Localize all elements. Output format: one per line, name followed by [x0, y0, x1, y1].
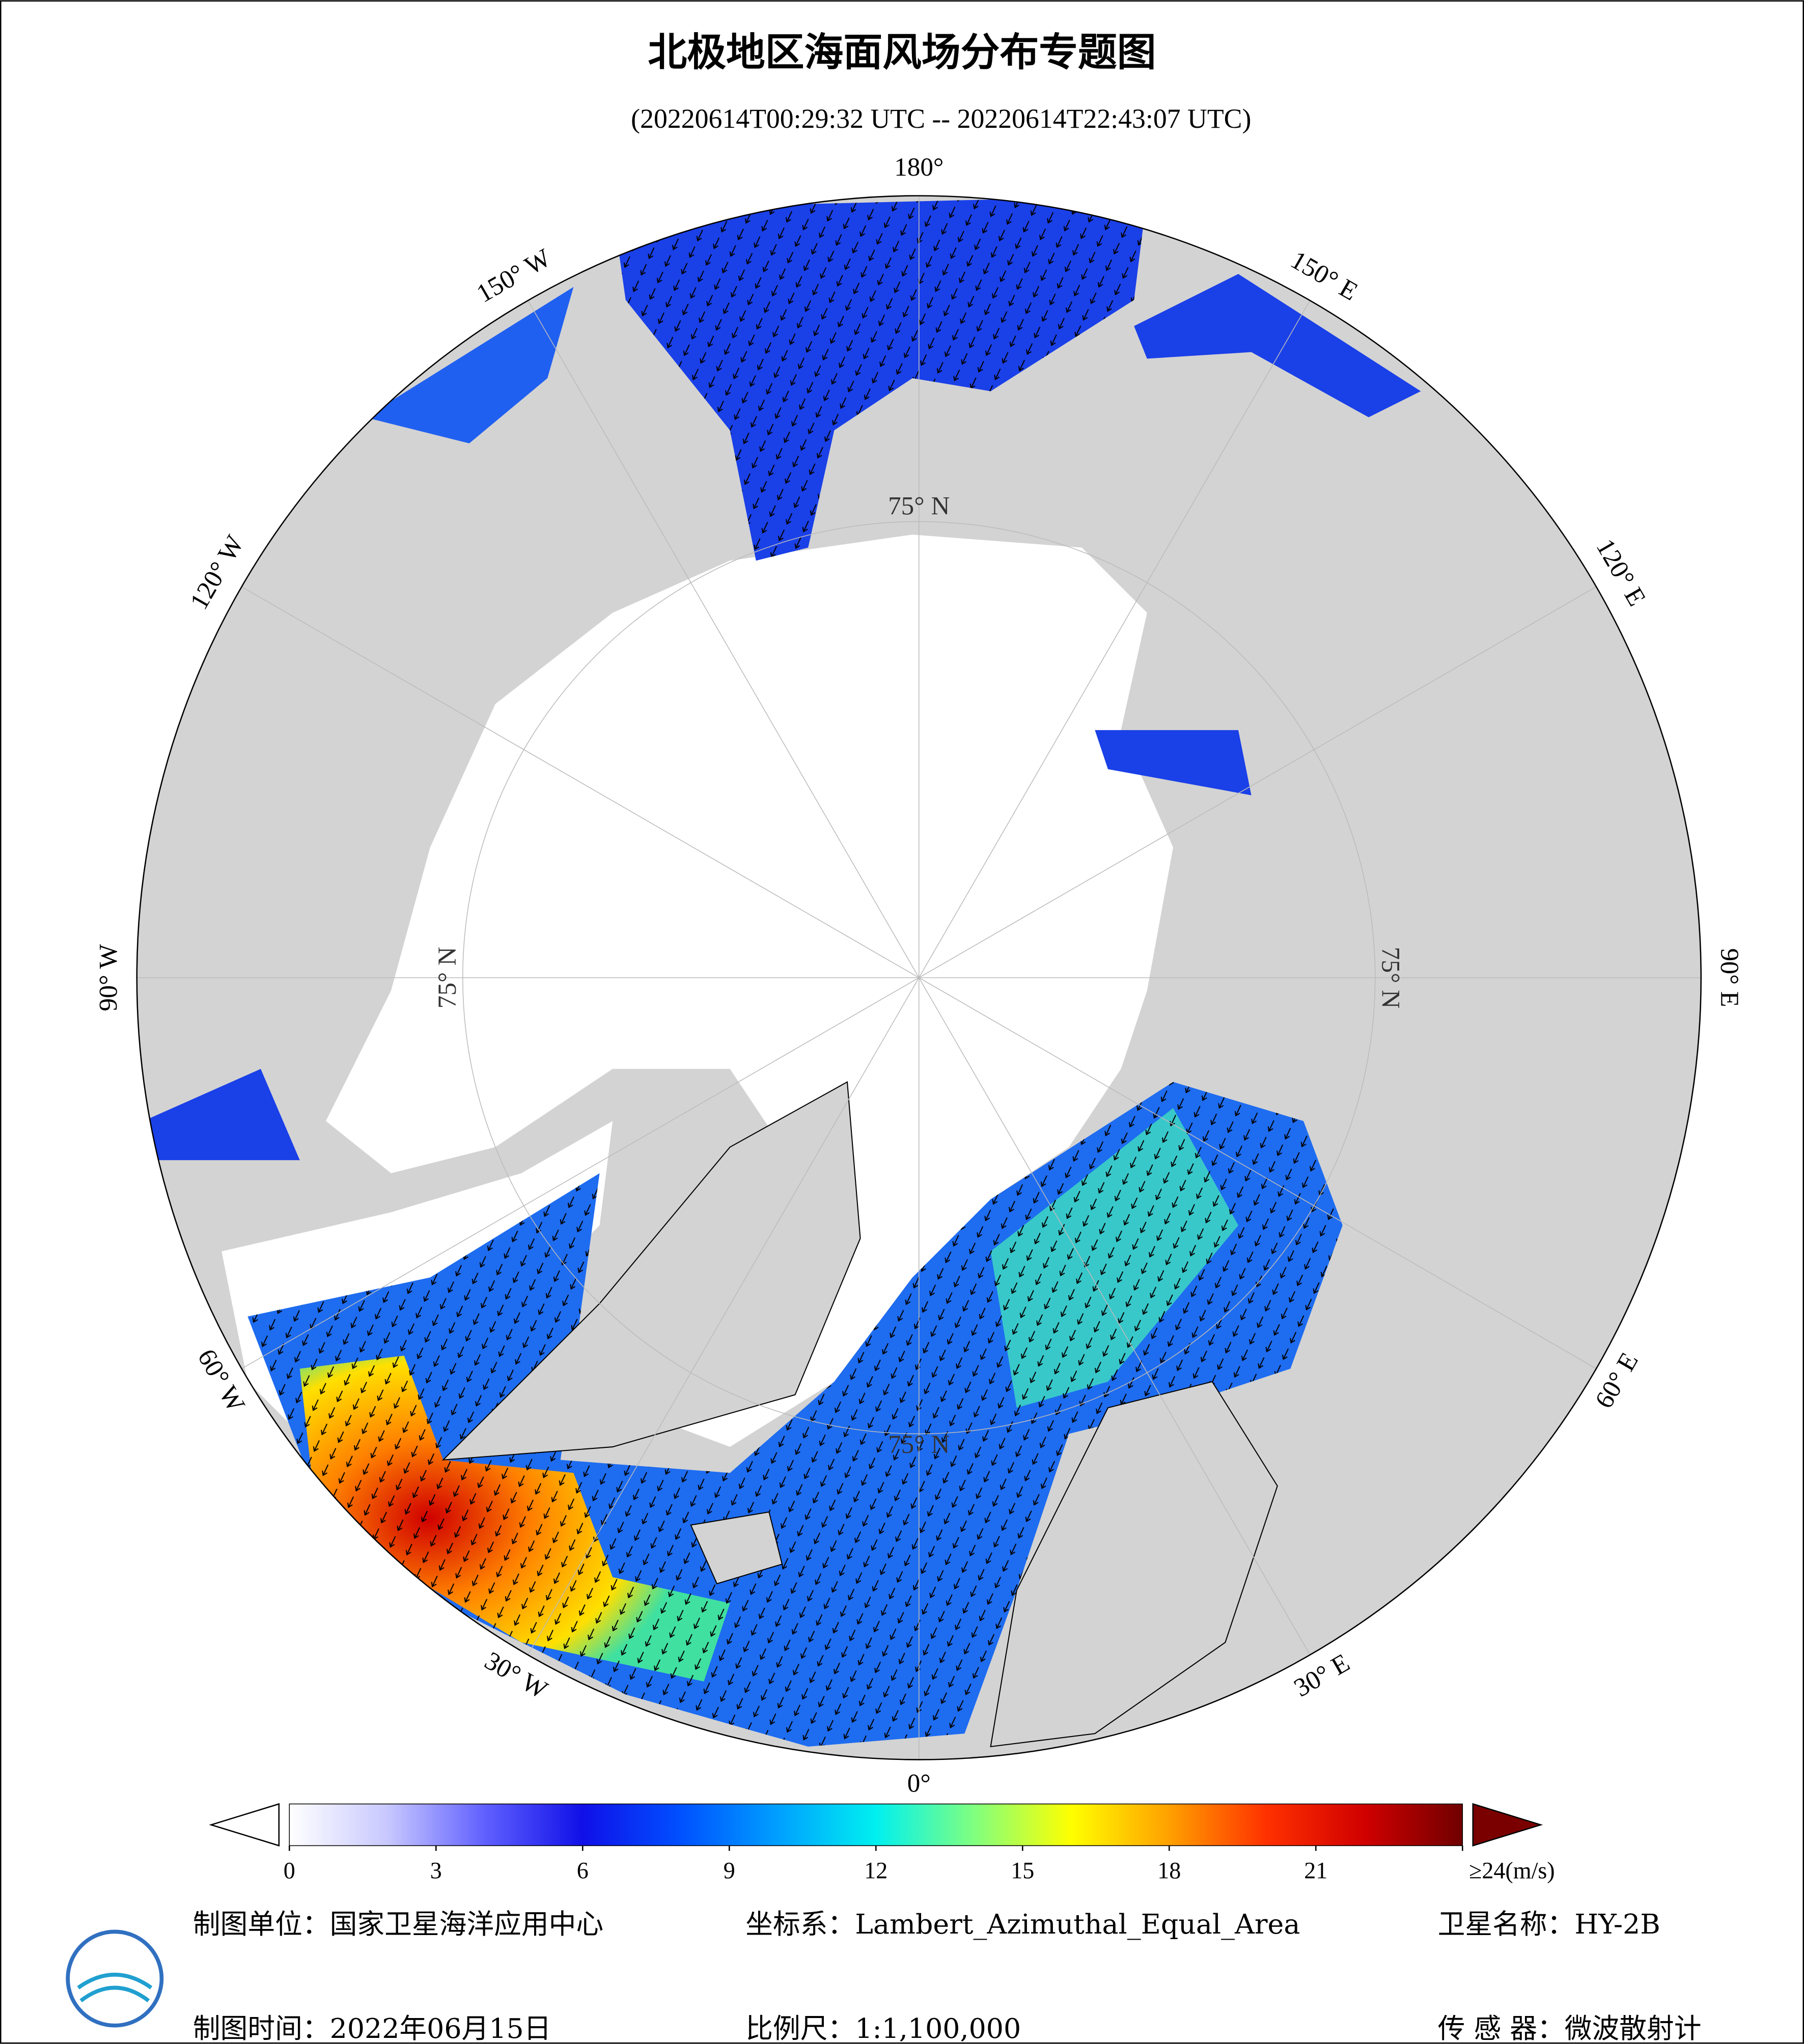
logo-waves [77, 1973, 153, 2003]
footer-satellite: 卫星名称：HY-2B [1438, 1908, 1660, 1940]
footer: 制图单位：国家卫星海洋应用中心 坐标系：Lambert_Azimuthal_Eq… [66, 1908, 1702, 2044]
longitude-label: 90° W [94, 944, 123, 1012]
wind-alaska [365, 287, 574, 443]
arctic-ocean [325, 535, 1173, 1447]
wind-okhotsk [1134, 274, 1421, 417]
meridian [919, 977, 1324, 1678]
latitude-label: 75° N [433, 947, 462, 1009]
subtitle: (20220614T00:29:32 UTC -- 20220614T22:43… [631, 103, 1251, 134]
colorbar-under [209, 1803, 280, 1847]
graticule [136, 195, 1701, 1760]
greenland [441, 1081, 861, 1461]
meridian [919, 573, 1619, 978]
meridian [514, 977, 920, 1678]
colorbar: 0 3 6 9 12 15 18 21 ≥24(m/s) [209, 1803, 1555, 1884]
footer-date: 制图时间：2022年06月15日 [193, 2012, 551, 2044]
colorbar-ramp [289, 1803, 1463, 1846]
wind-arrows [247, 1082, 1343, 1747]
colorbar-tick-label: 0 [284, 1858, 295, 1884]
wind-laptev [1095, 730, 1252, 796]
wind-arrows [613, 195, 1147, 561]
colorbar-tick-label: 21 [1304, 1858, 1327, 1884]
footer-crs: 坐标系：Lambert_Azimuthal_Equal_Area [745, 1908, 1300, 1940]
meridian [514, 277, 920, 978]
map-border [136, 195, 1702, 1760]
iceland [690, 1511, 783, 1585]
colorbar-tick-label: 3 [430, 1858, 442, 1884]
footer-scale: 比例尺：1:1,100,000 [745, 2012, 1021, 2044]
colorbar-over [1472, 1803, 1543, 1847]
scandinavia [990, 1381, 1278, 1748]
colorbar-tick-label: 9 [724, 1858, 735, 1884]
meridian [218, 977, 920, 1382]
map [136, 195, 1701, 1760]
title: 北极地区海面风场分布专题图 [648, 30, 1156, 75]
wind-hudson [143, 1069, 300, 1160]
latitude-label: 75° N [888, 492, 950, 521]
logo [66, 1929, 164, 2028]
longitude-label: 90° E [1715, 948, 1744, 1007]
colorbar-tick-label: 15 [1011, 1858, 1034, 1884]
meridian [919, 977, 1619, 1382]
latitude-label: 75° N [1376, 947, 1405, 1009]
meridian [919, 277, 1324, 978]
colorbar-tick-label: 12 [864, 1858, 887, 1884]
colorbar-tick-label: ≥24(m/s) [1469, 1858, 1555, 1884]
meridian [218, 573, 920, 978]
latitude-label: 75° N [888, 1430, 950, 1459]
colorbar-tick-label: 6 [577, 1858, 589, 1884]
colorbar-tick-label: 18 [1157, 1858, 1181, 1884]
footer-sensor: 传 感 器：微波散射计 [1438, 2012, 1702, 2044]
footer-unit: 制图单位：国家卫星海洋应用中心 [193, 1908, 603, 1940]
longitude-label: 0° [907, 1769, 931, 1798]
longitude-label: 180° [894, 153, 943, 182]
